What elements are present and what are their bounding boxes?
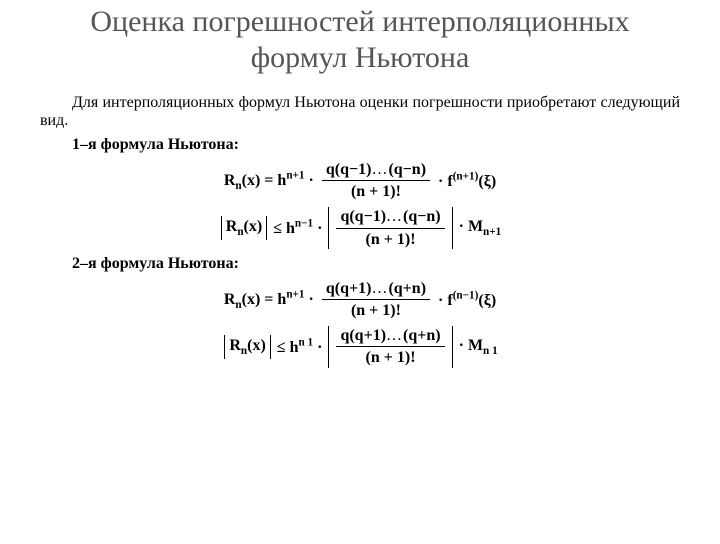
equation-4: Rn(x) ≤ hn 1 · q(q+1)…(q+n) (n + 1)! · M… <box>40 326 680 367</box>
equation-2: Rn(x) ≤ hn−1 · q(q−1)…(q−n) (n + 1)! · M… <box>40 207 680 248</box>
equation-1: Rn(x) = hn+1 · q(q−1)…(q−n) (n + 1)! · f… <box>40 160 680 201</box>
intro-text: Для интерполяционных формул Ньютона оцен… <box>40 94 680 130</box>
slide-title: Оценка погрешностей интерполяционных фор… <box>40 4 680 76</box>
subhead-1: 1–я формула Ньютона: <box>40 136 680 154</box>
equation-3: Rn(x) = hn+1 · q(q+1)…(q+n) (n + 1)! · f… <box>40 279 680 320</box>
subhead-2: 2–я формула Ньютона: <box>40 255 680 273</box>
